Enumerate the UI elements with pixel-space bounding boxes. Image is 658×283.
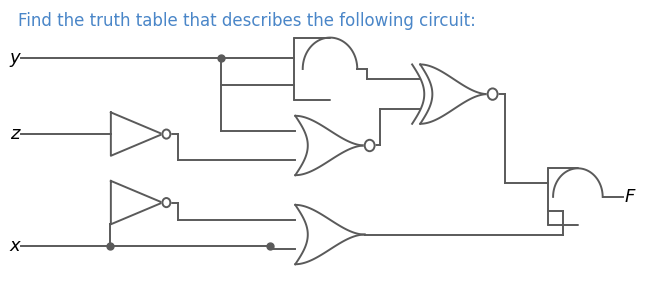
Text: x: x (9, 237, 20, 255)
Circle shape (163, 198, 170, 207)
Circle shape (365, 140, 374, 151)
Circle shape (163, 130, 170, 139)
Text: z: z (10, 125, 20, 143)
Text: F: F (624, 188, 635, 206)
Circle shape (488, 88, 497, 100)
Text: y: y (9, 49, 20, 67)
Text: Find the truth table that describes the following circuit:: Find the truth table that describes the … (18, 12, 476, 30)
